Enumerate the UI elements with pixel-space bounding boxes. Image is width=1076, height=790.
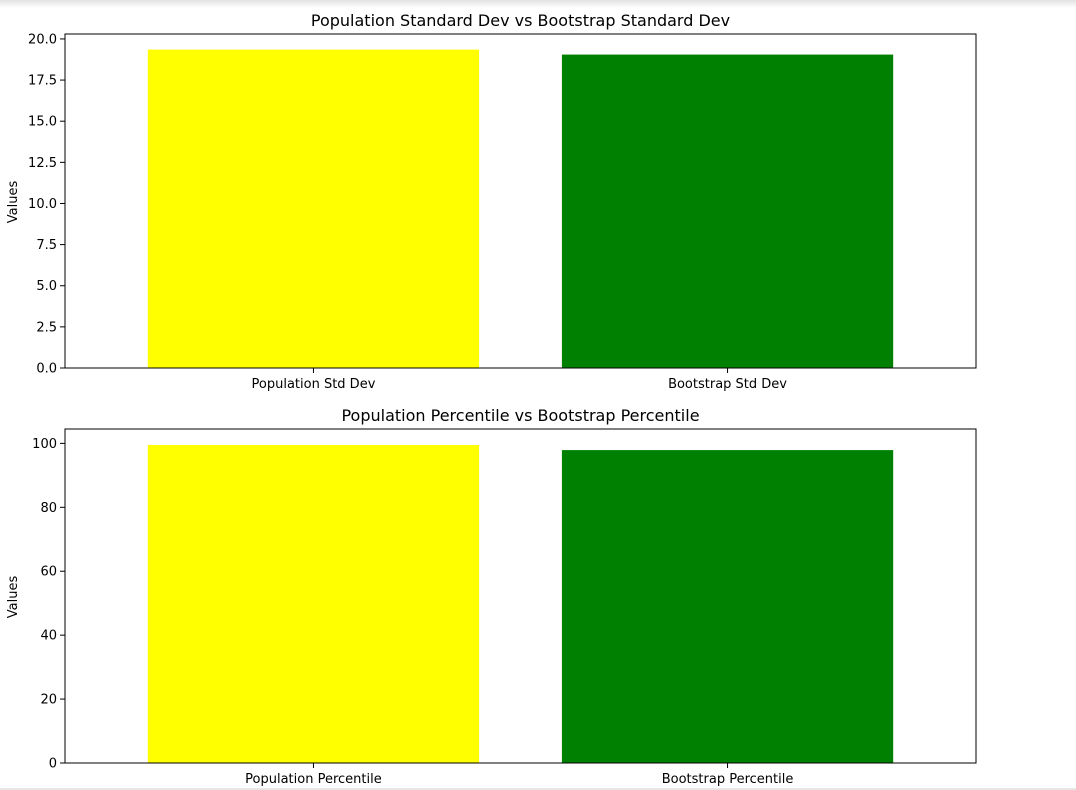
y-tick-label: 10.0 [28,197,57,212]
y-tick-label: 12.5 [28,156,57,171]
bar-population [147,49,480,368]
window-top-shadow [0,0,1076,8]
y-axis-label: Values [6,181,21,224]
x-tick-label: Population Std Dev [252,377,376,392]
chart-title: Population Standard Dev vs Bootstrap Sta… [311,11,730,30]
y-tick-label: 7.5 [36,238,57,253]
y-ticks-group: 0 20 40 60 80 100 [32,437,65,772]
x-ticks-group: Population Std Dev Bootstrap Std Dev [252,368,787,392]
y-tick-label: 40 [40,629,57,644]
y-axis-label: Values [6,576,21,619]
y-tick-label: 80 [40,501,57,516]
y-tick-label: 0.0 [36,362,57,377]
y-tick-label: 20 [40,693,57,708]
y-ticks-group: 0.0 2.5 5.0 7.5 10.0 12.5 15.0 17.5 20.0 [28,32,65,377]
chart-std-dev: Population Standard Dev vs Bootstrap Sta… [6,11,977,392]
y-tick-label: 60 [40,565,57,580]
y-tick-label: 100 [32,437,57,452]
bar-bootstrap [561,450,894,763]
bar-bootstrap [561,54,894,369]
bars-group [147,444,894,763]
x-tick-label: Population Percentile [245,772,382,787]
bars-group [147,49,894,369]
x-tick-label: Bootstrap Std Dev [668,377,787,392]
plot-frame [64,428,977,764]
plot-frame [64,33,977,369]
bar-population [147,444,480,763]
y-tick-label: 15.0 [28,115,57,130]
chart-title: Population Percentile vs Bootstrap Perce… [341,406,699,425]
x-ticks-group: Population Percentile Bootstrap Percentil… [245,763,793,787]
y-tick-label: 5.0 [36,279,57,294]
y-tick-label: 2.5 [36,320,57,335]
window-bottom-edge [0,788,1076,790]
chart-percentile: Population Percentile vs Bootstrap Perce… [6,406,977,787]
y-tick-label: 17.5 [28,74,57,89]
y-tick-label: 0 [49,757,57,772]
y-tick-label: 20.0 [28,32,57,47]
x-tick-label: Bootstrap Percentile [662,772,794,787]
